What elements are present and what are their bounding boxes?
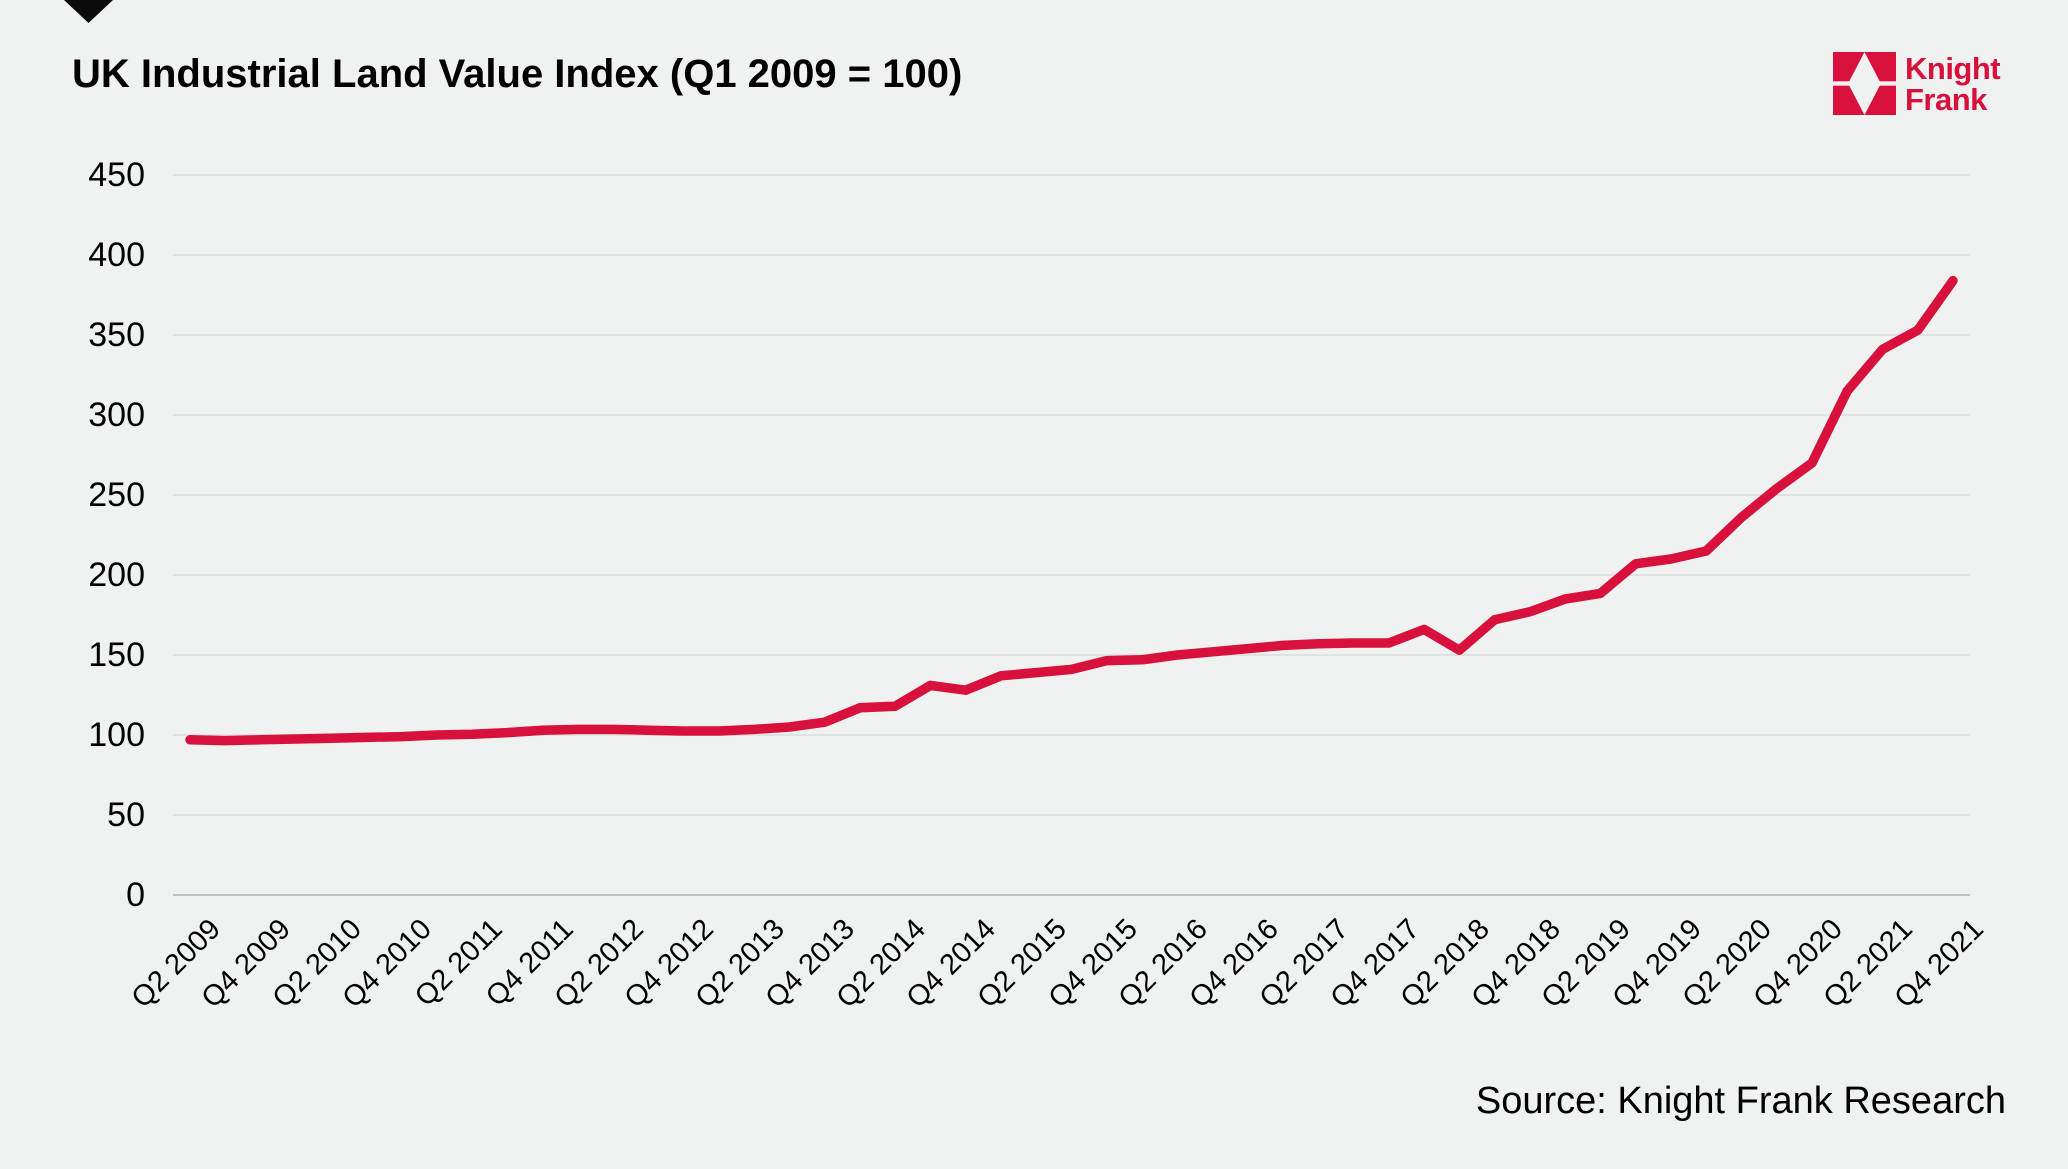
- y-axis-label: 350: [88, 316, 145, 354]
- logo-line1: Knight: [1905, 51, 2001, 86]
- y-axis-label: 450: [88, 156, 145, 194]
- y-axis-label: 0: [126, 876, 145, 914]
- source-note: Source: Knight Frank Research: [1475, 1080, 2006, 1122]
- index-line-series: [185, 275, 1958, 746]
- logo-line2: Frank: [1905, 82, 1987, 117]
- corner-pointer-icon: [64, 0, 113, 23]
- y-axis-label: 200: [88, 556, 145, 594]
- y-axis-label: 150: [88, 636, 145, 674]
- y-axis-label: 400: [88, 236, 145, 274]
- y-axis-label: 300: [88, 396, 145, 434]
- chart-title: UK Industrial Land Value Index (Q1 2009 …: [72, 52, 963, 96]
- y-axis-label: 100: [88, 716, 145, 754]
- knight-frank-logo-icon: [1833, 52, 1896, 115]
- y-axis-label: 50: [107, 796, 145, 834]
- knight-frank-wordmark: Knight Frank: [1905, 51, 2001, 117]
- knight-frank-logo: Knight Frank: [1833, 51, 2001, 117]
- y-axis-label: 250: [88, 476, 145, 514]
